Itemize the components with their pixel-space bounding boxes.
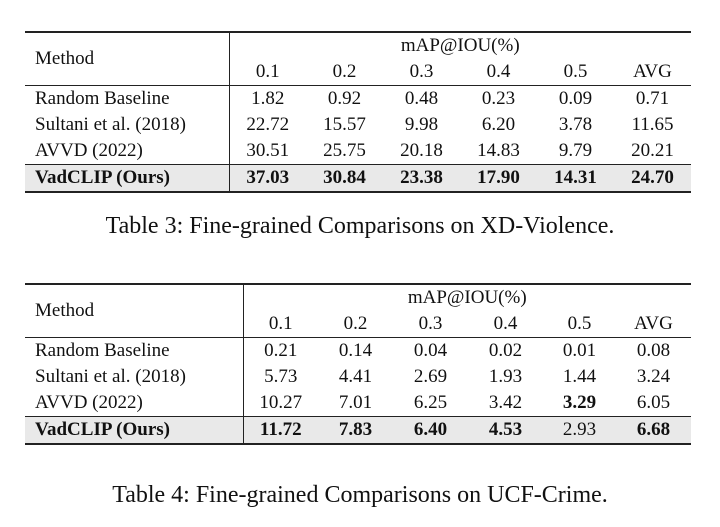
table-row-ours: VadCLIP (Ours) 37.03 30.84 23.38 17.90 1… [25, 164, 691, 192]
table-cell: 1.93 [488, 366, 523, 387]
table-cell: 15.57 [323, 114, 366, 135]
table-cell: 0.02 [468, 337, 543, 364]
table-cell: 23.38 [383, 164, 460, 192]
table-cell: 0.09 [537, 85, 614, 112]
table-cell: 0.92 [306, 85, 383, 112]
map-iou-group-header: mAP@IOU(%) [407, 287, 527, 308]
table-cell: 0.23 [460, 85, 537, 112]
table-cell: 25.75 [323, 140, 366, 161]
table-cell: 20.21 [631, 140, 674, 161]
table-cell: 22.72 [246, 114, 290, 135]
table-cell: 24.70 [614, 164, 691, 192]
table-4-grid: Method mAP@IOU(%) 0.1 0.2 0.3 0.4 0.5 AV… [25, 283, 691, 445]
table-4-threshold-row: 0.1 0.2 0.3 0.4 0.5 AVG [25, 311, 691, 338]
column-header: 0.2 [343, 313, 368, 334]
table-3-grid: Method mAP@IOU(%) 0.1 0.2 0.3 0.4 0.5 AV… [25, 31, 691, 193]
column-header: 0.1 [268, 313, 293, 334]
table-cell: 11.72 [243, 416, 318, 444]
table-cell: 3.29 [543, 390, 616, 417]
method-name: AVVD (2022) [25, 138, 230, 165]
table-cell: 0.04 [393, 337, 468, 364]
table-cell: 6.20 [481, 114, 516, 135]
table-cell: 9.79 [558, 140, 593, 161]
table-cell: 0.01 [543, 337, 616, 364]
column-header: 0.3 [418, 313, 443, 334]
table-3-header-row: Method mAP@IOU(%) [25, 32, 691, 86]
table-cell: 0.71 [614, 85, 691, 112]
table-cell: 11.65 [631, 114, 674, 135]
table-cell: 9.98 [404, 114, 439, 135]
table-cell: 3.78 [558, 114, 593, 135]
column-header: AVG [633, 61, 672, 82]
column-header: AVG [634, 313, 673, 334]
table-cell: 5.73 [264, 366, 298, 387]
table-cell: 7.01 [338, 392, 373, 413]
table-3-caption: Table 3: Fine-grained Comparisons on XD-… [105, 213, 615, 239]
table-cell: 6.25 [413, 392, 448, 413]
table-row: AVVD (2022) 10.27 7.01 6.25 3.42 3.29 6.… [25, 390, 691, 417]
table-cell: 14.83 [477, 140, 520, 161]
best-value: 3.29 [562, 392, 597, 413]
method-name: Sultani et al. (2018) [25, 364, 244, 390]
table-4-caption: Table 4: Fine-grained Comparisons on UCF… [112, 482, 608, 508]
column-header: 0.4 [493, 313, 518, 334]
table-3-threshold-row: 0.1 0.2 0.3 0.4 0.5 AVG [25, 59, 691, 86]
table-cell: 2.93 [543, 416, 616, 444]
method-name: Random Baseline [25, 337, 244, 364]
table-row: Sultani et al. (2018) 22.72 15.57 9.98 6… [25, 112, 691, 138]
table-cell: 10.27 [259, 392, 303, 413]
column-header: 0.5 [567, 313, 592, 334]
column-header: 0.2 [332, 61, 357, 82]
method-name: AVVD (2022) [25, 390, 244, 417]
table-4-header-row: Method mAP@IOU(%) [25, 284, 691, 338]
method-name: VadCLIP (Ours) [25, 164, 230, 192]
method-name: Random Baseline [25, 85, 230, 112]
table-cell: 7.83 [318, 416, 393, 444]
column-header: 0.1 [255, 61, 280, 82]
column-header: 0.5 [563, 61, 588, 82]
table-cell: 17.90 [460, 164, 537, 192]
table-cell: 4.41 [338, 366, 373, 387]
table-cell: 2.69 [413, 366, 448, 387]
table-3: Method mAP@IOU(%) 0.1 0.2 0.3 0.4 0.5 AV… [25, 31, 691, 193]
table-cell: 0.14 [318, 337, 393, 364]
method-header: Method [25, 32, 230, 86]
table-4: Method mAP@IOU(%) 0.1 0.2 0.3 0.4 0.5 AV… [25, 283, 691, 445]
method-header: Method [25, 284, 244, 338]
table-row: Sultani et al. (2018) 5.73 4.41 2.69 1.9… [25, 364, 691, 390]
table-cell: 0.21 [243, 337, 318, 364]
table-cell: 6.05 [636, 392, 671, 413]
table-cell: 1.82 [229, 85, 306, 112]
method-name: VadCLIP (Ours) [25, 416, 244, 444]
table-row: AVVD (2022) 30.51 25.75 20.18 14.83 9.79… [25, 138, 691, 165]
table-cell: 30.51 [246, 140, 290, 161]
table-row-ours: VadCLIP (Ours) 11.72 7.83 6.40 4.53 2.93… [25, 416, 691, 444]
table-cell: 3.24 [636, 366, 671, 387]
column-header: 0.4 [486, 61, 511, 82]
table-cell: 20.18 [400, 140, 443, 161]
table-cell: 3.42 [488, 392, 523, 413]
map-iou-group-header: mAP@IOU(%) [400, 35, 520, 56]
method-name: Sultani et al. (2018) [25, 112, 230, 138]
table-cell: 30.84 [306, 164, 383, 192]
table-cell: 4.53 [468, 416, 543, 444]
table-cell: 14.31 [537, 164, 614, 192]
table-row: Random Baseline 0.21 0.14 0.04 0.02 0.01… [25, 337, 691, 364]
table-row: Random Baseline 1.82 0.92 0.48 0.23 0.09… [25, 85, 691, 112]
table-cell: 1.44 [562, 366, 597, 387]
table-cell: 0.48 [383, 85, 460, 112]
table-cell: 6.68 [616, 416, 691, 444]
table-cell: 0.08 [616, 337, 691, 364]
column-header: 0.3 [409, 61, 434, 82]
table-cell: 37.03 [229, 164, 306, 192]
table-cell: 6.40 [393, 416, 468, 444]
